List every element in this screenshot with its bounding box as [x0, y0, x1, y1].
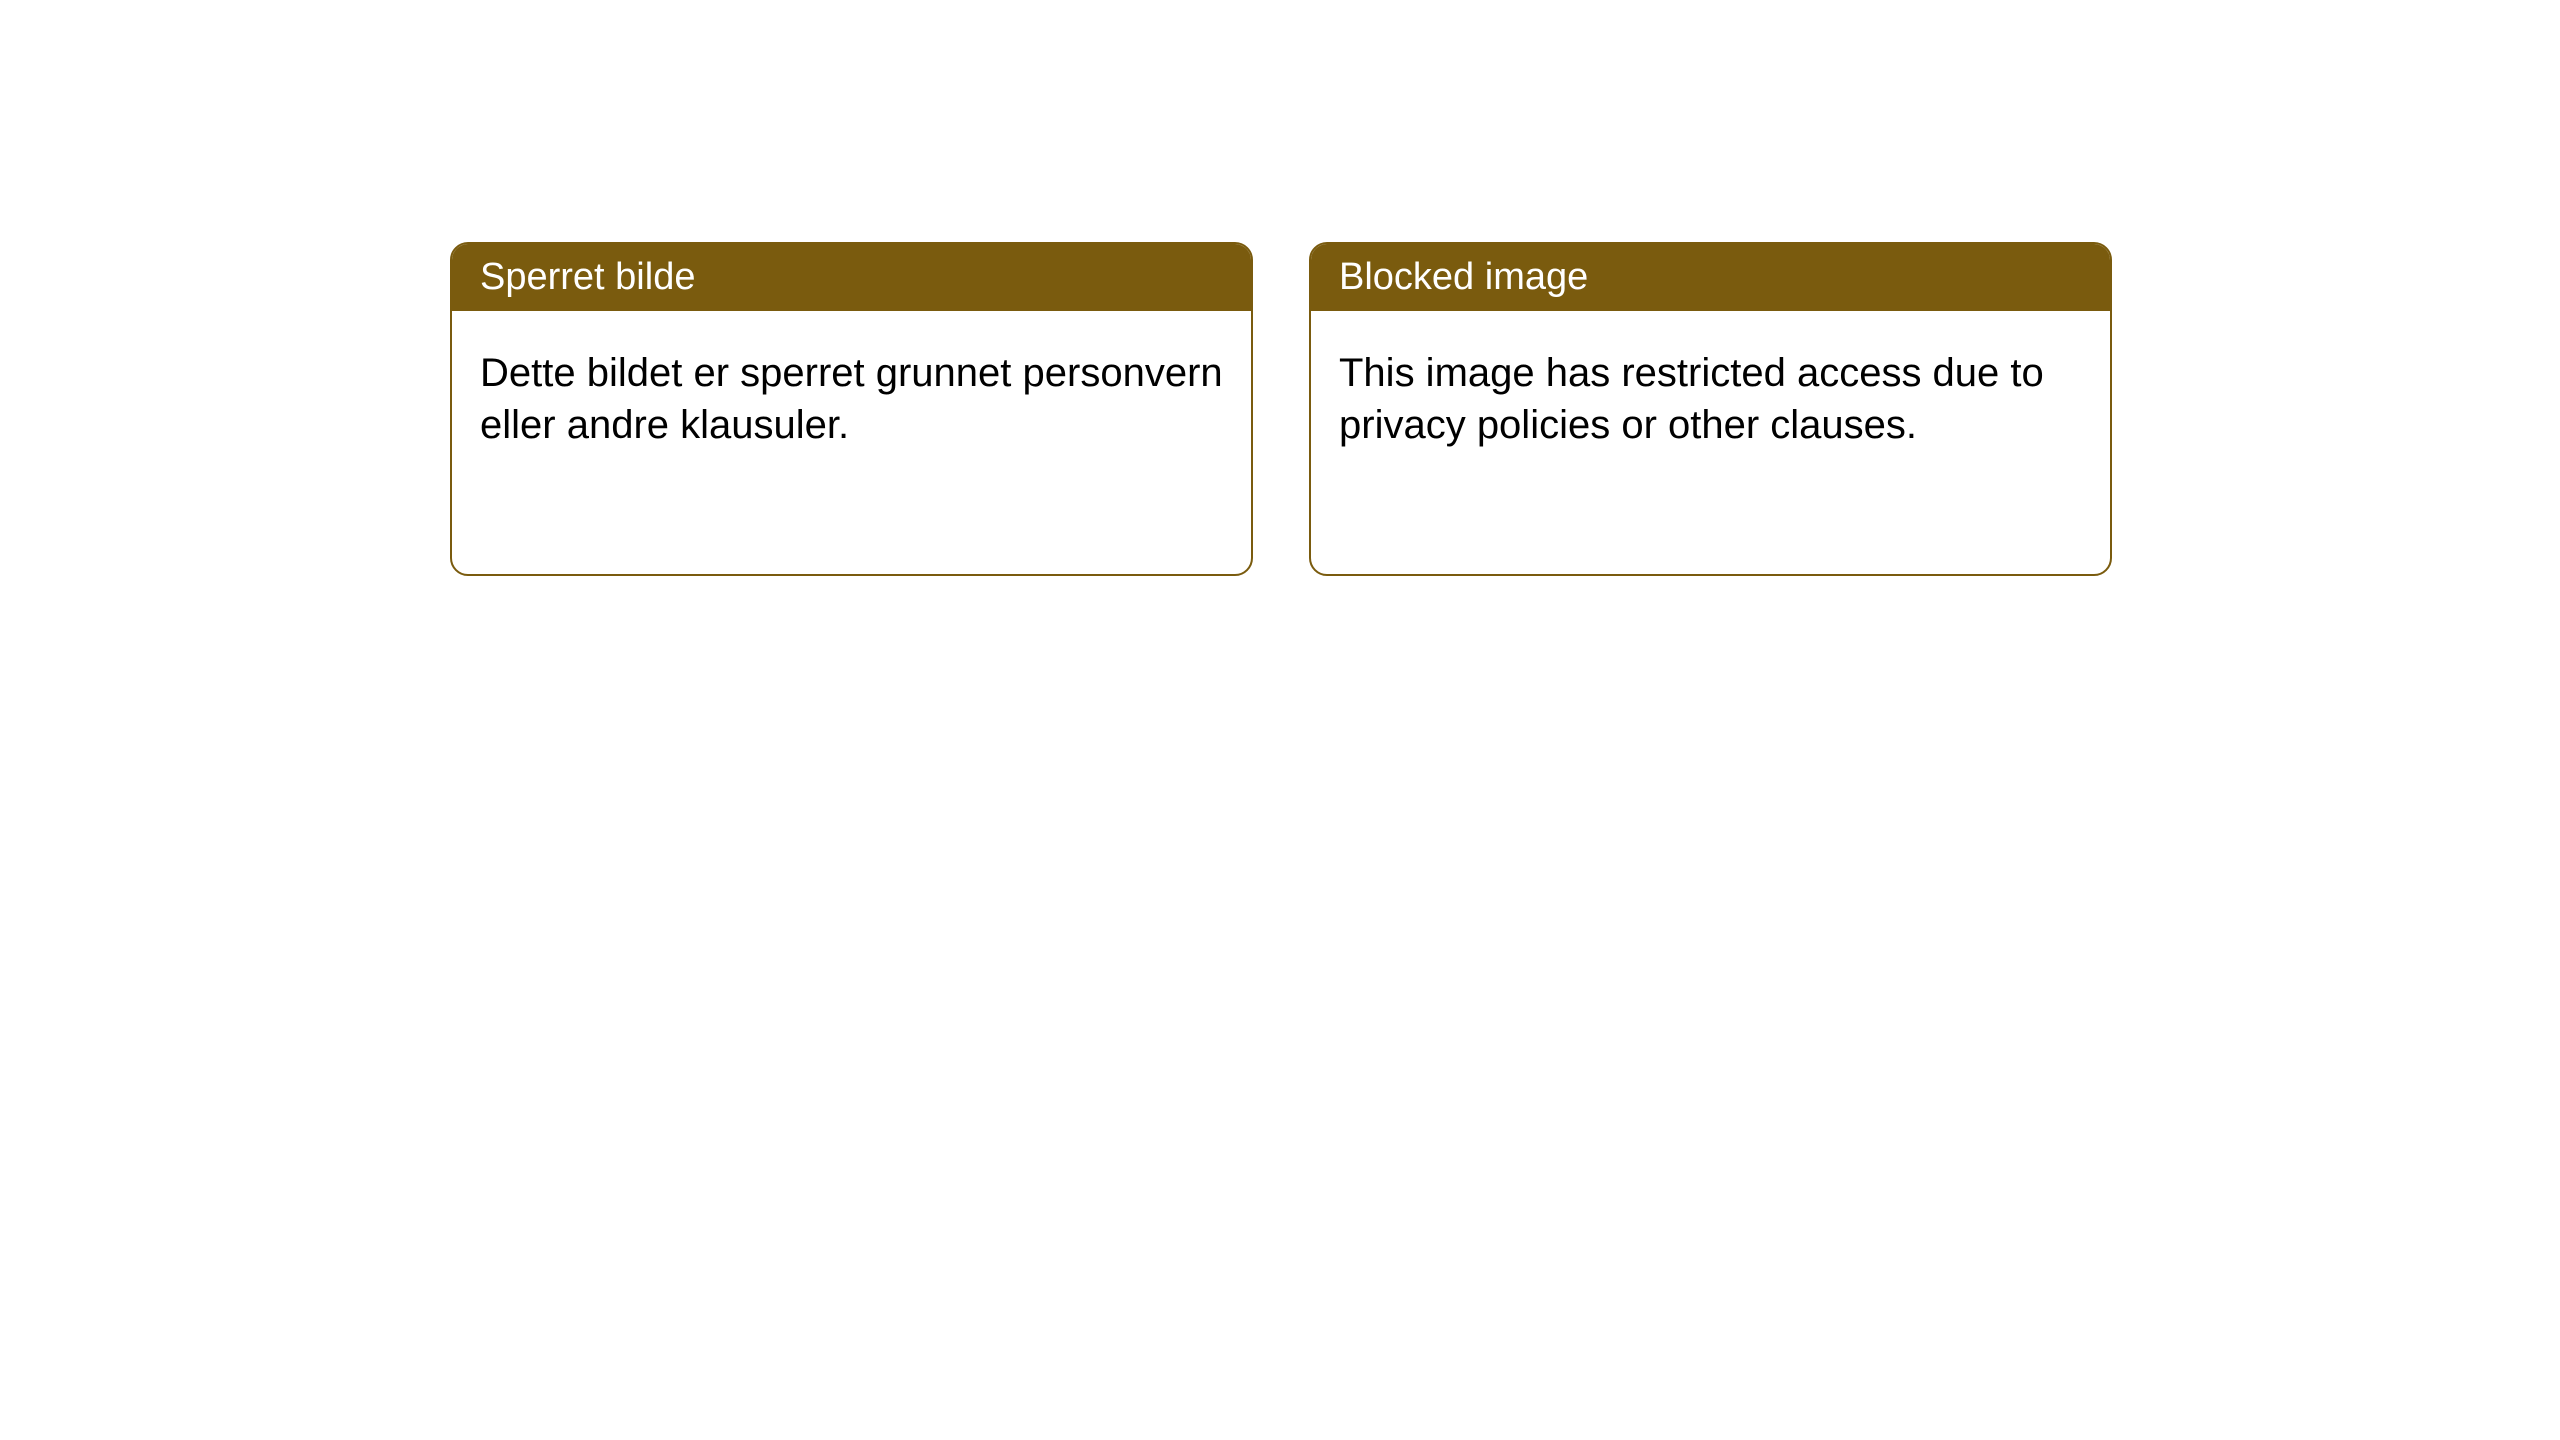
card-body: Dette bildet er sperret grunnet personve… [452, 311, 1251, 487]
card-title: Sperret bilde [480, 256, 695, 298]
card-body-text: This image has restricted access due to … [1339, 351, 2044, 447]
card-header: Sperret bilde [452, 244, 1251, 311]
card-body-text: Dette bildet er sperret grunnet personve… [480, 351, 1223, 447]
card-body: This image has restricted access due to … [1311, 311, 2110, 487]
card-header: Blocked image [1311, 244, 2110, 311]
notice-card-norwegian: Sperret bilde Dette bildet er sperret gr… [450, 242, 1253, 576]
notice-cards-container: Sperret bilde Dette bildet er sperret gr… [450, 242, 2112, 576]
card-title: Blocked image [1339, 256, 1588, 298]
notice-card-english: Blocked image This image has restricted … [1309, 242, 2112, 576]
